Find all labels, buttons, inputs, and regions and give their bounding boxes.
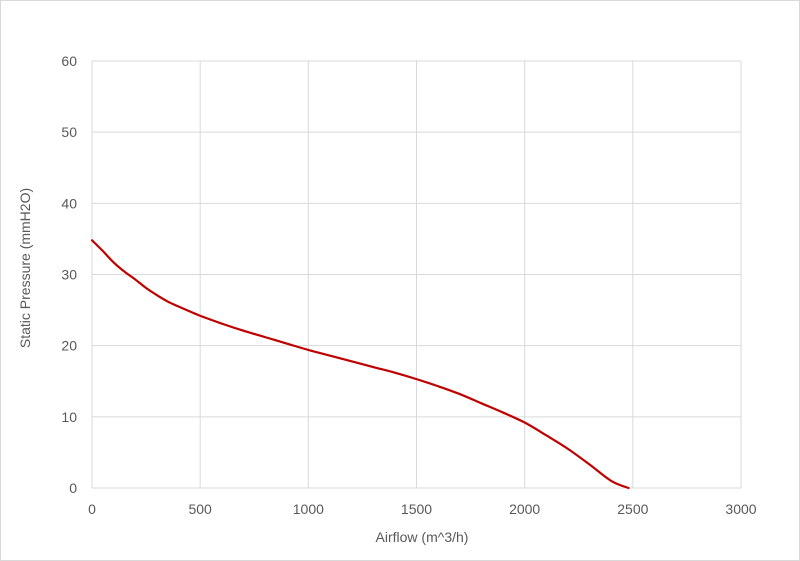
x-tick-label: 0 xyxy=(88,501,96,517)
y-axis-title: Static Pressure (mmH2O) xyxy=(17,188,33,348)
x-tick-label: 2500 xyxy=(617,501,648,517)
x-axis-title: Airflow (m^3/h) xyxy=(376,529,469,545)
series-line xyxy=(90,239,630,490)
x-tick-label: 2000 xyxy=(509,501,540,517)
x-tick-label: 1500 xyxy=(401,501,432,517)
y-tick-label: 40 xyxy=(61,195,77,211)
y-tick-label: 60 xyxy=(61,53,77,69)
grid-layer xyxy=(91,60,742,489)
y-tick-label: 20 xyxy=(61,338,77,354)
y-tick-label: 30 xyxy=(61,267,77,283)
x-tick-label: 1000 xyxy=(293,501,324,517)
x-tick-label: 3000 xyxy=(725,501,756,517)
x-tick-labels: 0 500 1000 1500 2000 2500 3000 xyxy=(88,501,757,517)
y-tick-label: 0 xyxy=(69,480,77,496)
x-tick-label: 500 xyxy=(188,501,212,517)
y-tick-label: 50 xyxy=(61,124,77,140)
y-tick-label: 10 xyxy=(61,409,77,425)
series-layer xyxy=(90,239,630,490)
y-tick-labels: 0 10 20 30 40 50 60 xyxy=(61,53,77,496)
